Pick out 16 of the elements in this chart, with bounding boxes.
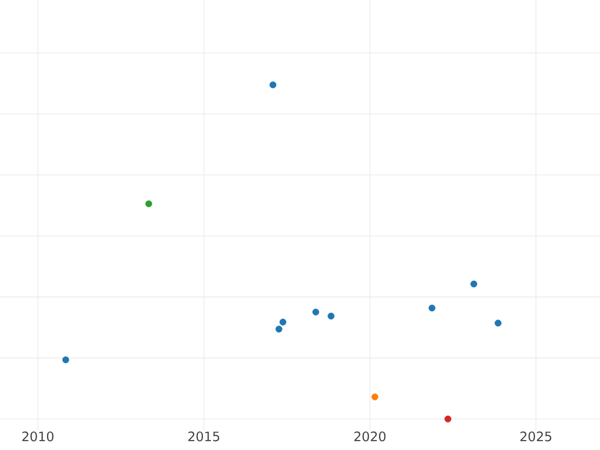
point <box>62 356 70 364</box>
point <box>428 304 436 312</box>
point <box>371 394 378 400</box>
x-tick-label: 2015 <box>188 432 220 442</box>
point <box>312 308 320 316</box>
point <box>470 280 478 288</box>
point <box>444 416 452 422</box>
point <box>328 312 334 320</box>
point <box>145 200 152 208</box>
point <box>280 318 286 326</box>
x-tick-label: 2010 <box>22 432 54 442</box>
point <box>276 326 282 332</box>
x-tick-label: 2025 <box>520 432 552 442</box>
x-tick-label: 2020 <box>354 432 386 442</box>
point <box>494 320 502 326</box>
point <box>270 81 276 88</box>
